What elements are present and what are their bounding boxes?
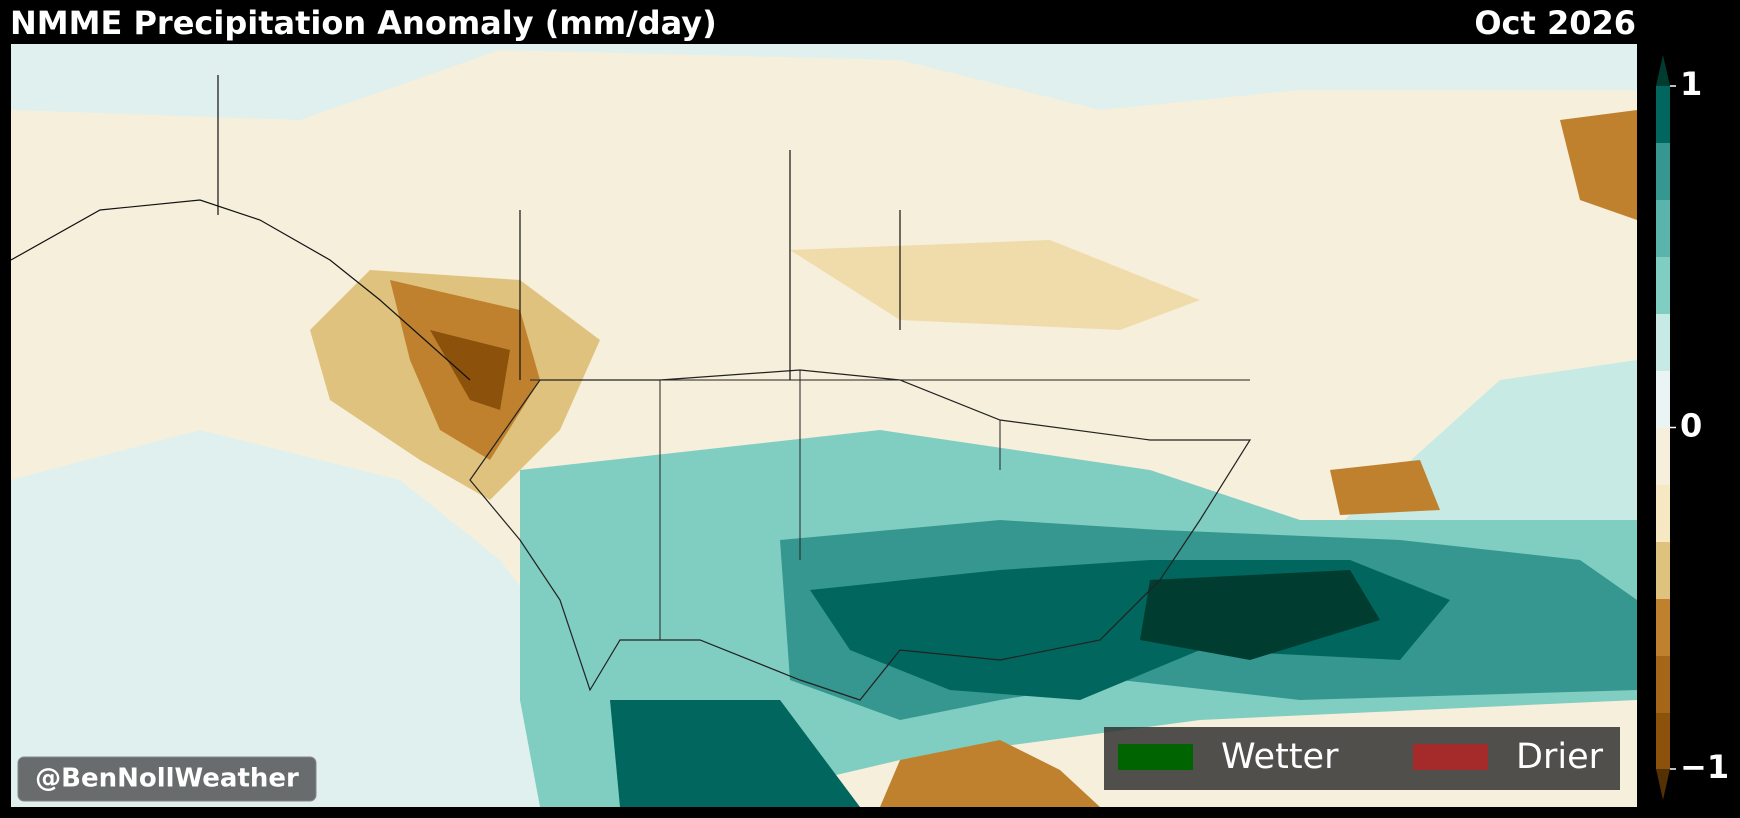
map — [11, 44, 1637, 807]
colorbar-extend — [1656, 769, 1670, 800]
dry-mid — [1330, 460, 1440, 515]
dry-mid — [880, 740, 1100, 807]
colorbar-segment — [1656, 200, 1670, 257]
colorbar-segment — [1656, 257, 1670, 314]
dry-mid — [1560, 110, 1637, 220]
legend-label: Drier — [1516, 737, 1604, 777]
wet-light — [11, 44, 1637, 120]
colorbar-segment — [1656, 314, 1670, 371]
dry-light — [790, 240, 1200, 330]
borders — [530, 370, 1250, 640]
colorbar-segment — [1656, 371, 1670, 428]
colorbar-segment — [1656, 713, 1670, 769]
colorbar-segment — [1656, 428, 1670, 485]
colorbar-extend — [1656, 55, 1670, 86]
dry-strong — [430, 330, 510, 410]
legend-swatch — [1118, 744, 1193, 770]
colorbar-segment — [1656, 656, 1670, 713]
colorbar-segment — [1656, 599, 1670, 656]
colorbar-segment — [1656, 143, 1670, 200]
legend-swatch — [1413, 744, 1488, 770]
title: NMME Precipitation Anomaly (mm/day) — [10, 4, 717, 42]
date: Oct 2026 — [1474, 4, 1636, 42]
wet-max — [1140, 570, 1380, 660]
wet-strong — [610, 700, 860, 807]
watermark: @BenNollWeather — [35, 764, 299, 794]
colorbar-segment — [1656, 485, 1670, 542]
colorbar-segment — [1656, 86, 1670, 143]
colorbar — [1656, 55, 1670, 800]
borders — [11, 75, 901, 381]
colorbar-tick-label: 0 — [1680, 407, 1702, 445]
legend-label: Wetter — [1221, 737, 1339, 777]
watermark-box — [17, 756, 317, 802]
colorbar-tick-label: 1 — [1680, 65, 1702, 103]
colorbar-tick-label: −1 — [1680, 748, 1729, 786]
wet-light — [11, 430, 600, 807]
coastline — [469, 369, 1252, 701]
colorbar-segment — [1656, 542, 1670, 599]
